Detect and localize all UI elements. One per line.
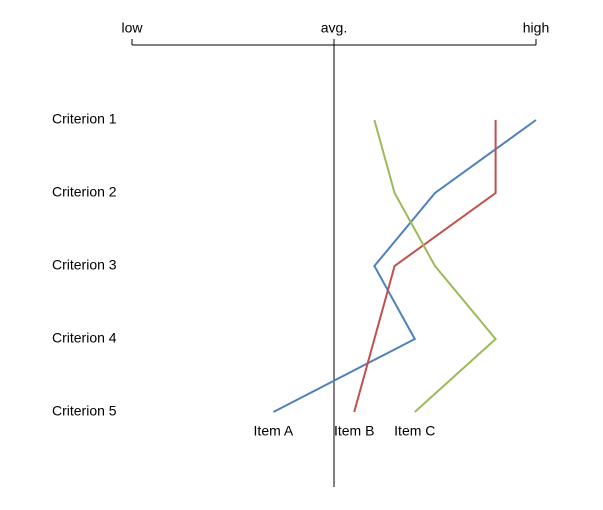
series-line [353, 120, 497, 413]
x-tick-label: low [121, 20, 143, 36]
series-label: Item B [334, 423, 374, 439]
category-label: Criterion 1 [52, 111, 117, 127]
series-line [373, 119, 497, 413]
x-tick-label: avg. [321, 20, 347, 36]
series-line [272, 119, 537, 413]
category-label: Criterion 4 [52, 330, 117, 346]
category-label: Criterion 3 [52, 257, 117, 273]
series-label: Item C [394, 423, 435, 439]
category-label: Criterion 5 [52, 403, 117, 419]
series-label: Item A [254, 423, 294, 439]
category-label: Criterion 2 [52, 184, 117, 200]
x-tick-label: high [523, 20, 549, 36]
